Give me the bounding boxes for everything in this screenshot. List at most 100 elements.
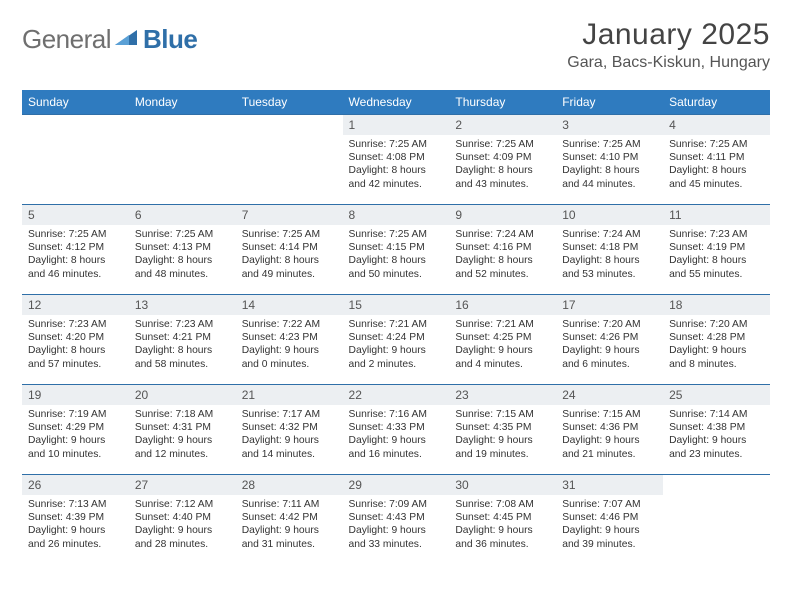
day-number: 6 — [129, 205, 236, 225]
day-details: Sunrise: 7:15 AMSunset: 4:36 PMDaylight:… — [556, 405, 663, 465]
calendar-cell: 18Sunrise: 7:20 AMSunset: 4:28 PMDayligh… — [663, 295, 770, 385]
day-number: 7 — [236, 205, 343, 225]
day-details: Sunrise: 7:07 AMSunset: 4:46 PMDaylight:… — [556, 495, 663, 555]
calendar-cell: 2Sunrise: 7:25 AMSunset: 4:09 PMDaylight… — [449, 115, 556, 205]
day-details: Sunrise: 7:25 AMSunset: 4:10 PMDaylight:… — [556, 135, 663, 195]
calendar-cell — [22, 115, 129, 205]
calendar-cell: 3Sunrise: 7:25 AMSunset: 4:10 PMDaylight… — [556, 115, 663, 205]
calendar-cell: 13Sunrise: 7:23 AMSunset: 4:21 PMDayligh… — [129, 295, 236, 385]
day-number: 21 — [236, 385, 343, 405]
day-details: Sunrise: 7:11 AMSunset: 4:42 PMDaylight:… — [236, 495, 343, 555]
day-number: 16 — [449, 295, 556, 315]
calendar-cell: 1Sunrise: 7:25 AMSunset: 4:08 PMDaylight… — [343, 115, 450, 205]
day-number: 23 — [449, 385, 556, 405]
calendar-cell: 15Sunrise: 7:21 AMSunset: 4:24 PMDayligh… — [343, 295, 450, 385]
day-details: Sunrise: 7:21 AMSunset: 4:25 PMDaylight:… — [449, 315, 556, 375]
day-number: 31 — [556, 475, 663, 495]
calendar-cell: 28Sunrise: 7:11 AMSunset: 4:42 PMDayligh… — [236, 475, 343, 569]
day-details: Sunrise: 7:25 AMSunset: 4:15 PMDaylight:… — [343, 225, 450, 285]
weekday-header: Thursday — [449, 90, 556, 115]
calendar-cell: 26Sunrise: 7:13 AMSunset: 4:39 PMDayligh… — [22, 475, 129, 569]
day-details: Sunrise: 7:22 AMSunset: 4:23 PMDaylight:… — [236, 315, 343, 375]
calendar-cell: 29Sunrise: 7:09 AMSunset: 4:43 PMDayligh… — [343, 475, 450, 569]
calendar-cell: 17Sunrise: 7:20 AMSunset: 4:26 PMDayligh… — [556, 295, 663, 385]
day-details: Sunrise: 7:24 AMSunset: 4:18 PMDaylight:… — [556, 225, 663, 285]
day-number: 24 — [556, 385, 663, 405]
day-number: 26 — [22, 475, 129, 495]
day-details: Sunrise: 7:16 AMSunset: 4:33 PMDaylight:… — [343, 405, 450, 465]
day-details: Sunrise: 7:24 AMSunset: 4:16 PMDaylight:… — [449, 225, 556, 285]
calendar-cell — [129, 115, 236, 205]
calendar-cell: 6Sunrise: 7:25 AMSunset: 4:13 PMDaylight… — [129, 205, 236, 295]
calendar-cell: 14Sunrise: 7:22 AMSunset: 4:23 PMDayligh… — [236, 295, 343, 385]
calendar-cell: 30Sunrise: 7:08 AMSunset: 4:45 PMDayligh… — [449, 475, 556, 569]
day-number: 8 — [343, 205, 450, 225]
day-details: Sunrise: 7:20 AMSunset: 4:26 PMDaylight:… — [556, 315, 663, 375]
day-number: 4 — [663, 115, 770, 135]
day-details: Sunrise: 7:14 AMSunset: 4:38 PMDaylight:… — [663, 405, 770, 465]
weekday-header: Sunday — [22, 90, 129, 115]
day-details: Sunrise: 7:09 AMSunset: 4:43 PMDaylight:… — [343, 495, 450, 555]
day-number: 30 — [449, 475, 556, 495]
day-number: 25 — [663, 385, 770, 405]
weekday-header: Wednesday — [343, 90, 450, 115]
day-number: 12 — [22, 295, 129, 315]
day-details: Sunrise: 7:13 AMSunset: 4:39 PMDaylight:… — [22, 495, 129, 555]
title-block: January 2025 Gara, Bacs-Kiskun, Hungary — [567, 18, 770, 72]
day-number: 9 — [449, 205, 556, 225]
day-number: 22 — [343, 385, 450, 405]
day-details: Sunrise: 7:25 AMSunset: 4:14 PMDaylight:… — [236, 225, 343, 285]
calendar-cell: 11Sunrise: 7:23 AMSunset: 4:19 PMDayligh… — [663, 205, 770, 295]
calendar-cell: 7Sunrise: 7:25 AMSunset: 4:14 PMDaylight… — [236, 205, 343, 295]
calendar-cell — [236, 115, 343, 205]
calendar-cell: 31Sunrise: 7:07 AMSunset: 4:46 PMDayligh… — [556, 475, 663, 569]
day-number: 5 — [22, 205, 129, 225]
calendar-table: SundayMondayTuesdayWednesdayThursdayFrid… — [22, 90, 770, 569]
day-number: 19 — [22, 385, 129, 405]
day-number: 20 — [129, 385, 236, 405]
calendar-cell — [663, 475, 770, 569]
calendar-cell: 24Sunrise: 7:15 AMSunset: 4:36 PMDayligh… — [556, 385, 663, 475]
weekday-header: Friday — [556, 90, 663, 115]
calendar-cell: 21Sunrise: 7:17 AMSunset: 4:32 PMDayligh… — [236, 385, 343, 475]
calendar-cell: 20Sunrise: 7:18 AMSunset: 4:31 PMDayligh… — [129, 385, 236, 475]
calendar-cell: 16Sunrise: 7:21 AMSunset: 4:25 PMDayligh… — [449, 295, 556, 385]
brand-logo: General Blue — [22, 24, 197, 55]
month-title: January 2025 — [567, 18, 770, 52]
weekday-header: Monday — [129, 90, 236, 115]
day-details: Sunrise: 7:19 AMSunset: 4:29 PMDaylight:… — [22, 405, 129, 465]
weekday-header: Tuesday — [236, 90, 343, 115]
day-details: Sunrise: 7:25 AMSunset: 4:09 PMDaylight:… — [449, 135, 556, 195]
day-number: 13 — [129, 295, 236, 315]
day-number: 28 — [236, 475, 343, 495]
day-number: 17 — [556, 295, 663, 315]
day-number: 10 — [556, 205, 663, 225]
brand-part2: Blue — [143, 24, 197, 55]
calendar-cell: 5Sunrise: 7:25 AMSunset: 4:12 PMDaylight… — [22, 205, 129, 295]
day-number: 1 — [343, 115, 450, 135]
weekday-header: Saturday — [663, 90, 770, 115]
day-details: Sunrise: 7:23 AMSunset: 4:20 PMDaylight:… — [22, 315, 129, 375]
day-details: Sunrise: 7:25 AMSunset: 4:13 PMDaylight:… — [129, 225, 236, 285]
calendar-cell: 22Sunrise: 7:16 AMSunset: 4:33 PMDayligh… — [343, 385, 450, 475]
day-details: Sunrise: 7:17 AMSunset: 4:32 PMDaylight:… — [236, 405, 343, 465]
day-number: 27 — [129, 475, 236, 495]
calendar-body: 1Sunrise: 7:25 AMSunset: 4:08 PMDaylight… — [22, 115, 770, 569]
day-details: Sunrise: 7:12 AMSunset: 4:40 PMDaylight:… — [129, 495, 236, 555]
day-number: 14 — [236, 295, 343, 315]
day-details: Sunrise: 7:20 AMSunset: 4:28 PMDaylight:… — [663, 315, 770, 375]
day-number: 2 — [449, 115, 556, 135]
calendar-header-row: SundayMondayTuesdayWednesdayThursdayFrid… — [22, 90, 770, 115]
calendar-cell: 10Sunrise: 7:24 AMSunset: 4:18 PMDayligh… — [556, 205, 663, 295]
day-number: 11 — [663, 205, 770, 225]
calendar-cell: 27Sunrise: 7:12 AMSunset: 4:40 PMDayligh… — [129, 475, 236, 569]
page-header: General Blue January 2025 Gara, Bacs-Kis… — [22, 18, 770, 82]
day-number: 3 — [556, 115, 663, 135]
day-details: Sunrise: 7:08 AMSunset: 4:45 PMDaylight:… — [449, 495, 556, 555]
day-number: 18 — [663, 295, 770, 315]
day-details: Sunrise: 7:21 AMSunset: 4:24 PMDaylight:… — [343, 315, 450, 375]
calendar-cell: 19Sunrise: 7:19 AMSunset: 4:29 PMDayligh… — [22, 385, 129, 475]
calendar-cell: 23Sunrise: 7:15 AMSunset: 4:35 PMDayligh… — [449, 385, 556, 475]
calendar-cell: 4Sunrise: 7:25 AMSunset: 4:11 PMDaylight… — [663, 115, 770, 205]
location-subtitle: Gara, Bacs-Kiskun, Hungary — [567, 54, 770, 72]
